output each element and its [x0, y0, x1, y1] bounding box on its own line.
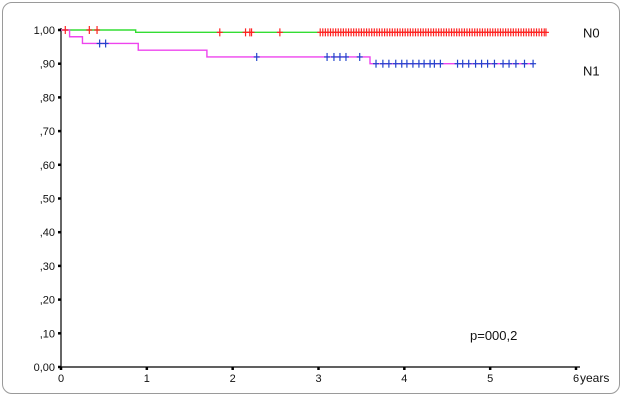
censor-mark-n1 — [96, 39, 103, 48]
x-axis-label: years — [580, 371, 609, 385]
axes: 0,00 ,10 ,20 ,30 ,40 ,50 ,60 ,70 ,80 ,90 1,00 0 1 2 3 4… — [34, 25, 610, 385]
censor-mark-n1 — [521, 59, 528, 68]
censor-mark-n1 — [403, 59, 410, 68]
censor-mark-n1 — [324, 52, 331, 61]
censor-mark-n0 — [276, 28, 283, 37]
censor-mark-n0 — [542, 28, 549, 37]
censor-mark-n1 — [500, 59, 507, 68]
x-tick-label: 0 — [58, 373, 64, 385]
censor-mark-n1 — [437, 59, 444, 68]
y-tick-label: ,20 — [40, 295, 55, 307]
censor-mark-n0 — [86, 26, 93, 34]
censor-mark-n1 — [484, 59, 491, 68]
censor-mark-n1 — [421, 59, 428, 68]
censor-mark-n1 — [530, 59, 537, 68]
censor-mark-n1 — [506, 59, 513, 68]
series-label-n1: N1 — [583, 64, 600, 79]
censor-mark-n1 — [459, 59, 466, 68]
censor-mark-n1 — [330, 52, 337, 61]
y-tick-label: 1,00 — [34, 25, 55, 37]
series-label-n0: N0 — [583, 25, 600, 40]
censor-mark-n1 — [102, 39, 109, 48]
y-tick-label: 0,00 — [34, 362, 55, 374]
censor-mark-n1 — [465, 59, 472, 68]
x-tick-label: 2 — [230, 373, 236, 385]
y-tick-label: ,60 — [40, 160, 55, 172]
censor-mark-n1 — [342, 52, 349, 61]
censor-mark-n1 — [253, 52, 260, 61]
x-tick-label: 5 — [487, 373, 493, 385]
y-tick-label: ,10 — [40, 328, 55, 340]
censor-mark-n1 — [512, 59, 519, 68]
censor-mark-n1 — [373, 59, 380, 68]
survival-curves — [61, 29, 546, 65]
x-tick-label: 6 — [573, 373, 579, 385]
censor-mark-n1 — [379, 59, 386, 68]
y-tick-label: ,50 — [40, 194, 55, 206]
series-labels: N0 N1 — [583, 25, 600, 78]
y-tick-label: ,70 — [40, 126, 55, 138]
p-value-annotation: p=000,2 — [470, 328, 517, 343]
censor-mark-n1 — [431, 59, 438, 68]
y-tick-label: ,80 — [40, 92, 55, 104]
censor-mark-n1 — [398, 59, 405, 68]
censor-mark-n1 — [472, 59, 479, 68]
censor-mark-n1 — [491, 59, 498, 68]
x-tick-label: 1 — [144, 373, 150, 385]
censor-mark-n1 — [409, 59, 416, 68]
censor-mark-n1 — [336, 52, 343, 61]
censor-mark-n1 — [392, 59, 399, 68]
censor-mark-n0 — [216, 28, 223, 37]
censor-mark-n1 — [415, 59, 422, 68]
censor-mark-n0 — [94, 26, 101, 34]
y-tick-label: ,90 — [40, 59, 55, 71]
censor-marks — [62, 26, 549, 68]
x-tick-label: 3 — [315, 373, 321, 385]
censor-mark-n1 — [478, 59, 485, 68]
censor-mark-n0 — [62, 26, 69, 34]
y-tick-label: ,40 — [40, 227, 55, 239]
censor-mark-n1 — [385, 59, 392, 68]
x-tick-label: 4 — [401, 373, 407, 385]
y-tick-label: ,30 — [40, 261, 55, 273]
censor-mark-n1 — [356, 52, 363, 61]
censor-mark-n0 — [248, 28, 255, 37]
survival-line-n1 — [61, 29, 534, 65]
censor-mark-n1 — [454, 59, 461, 68]
